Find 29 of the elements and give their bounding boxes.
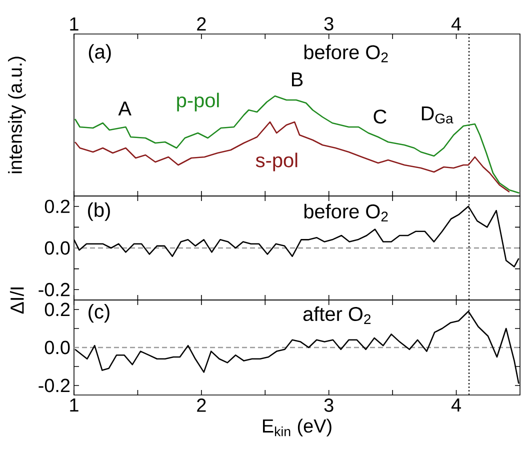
x-axis-title: E$_{kin}$ (eV)	[263, 418, 332, 436]
x-tick-label: 4	[451, 17, 461, 30]
x-tick-label: 4	[451, 398, 461, 412]
y-axis-title: intensity (a.u.)	[8, 56, 26, 174]
y-tick-label: 0.0	[44, 340, 70, 354]
series-label: p-pol	[177, 92, 219, 112]
x-tick-label: 3	[324, 398, 334, 412]
x-tick-label: 3	[324, 17, 334, 30]
y-axis-title: ΔI/I	[10, 288, 24, 314]
annotation: A	[118, 102, 132, 116]
annotation: (c)	[88, 304, 110, 323]
y-tick-label: -0.2	[38, 378, 70, 392]
annotation: before O$_{2}$	[304, 204, 388, 222]
text: before O$_{2}$	[304, 44, 388, 62]
text: (a)	[88, 44, 111, 63]
y-tick-label: -0.2	[38, 282, 70, 296]
y-tick-label: 0.2	[44, 200, 70, 214]
x-tick-label: 1	[70, 398, 78, 412]
x-tick-label: 2	[197, 17, 206, 30]
annotation: after O$_{2}$	[303, 306, 371, 324]
x-tick-label: 1	[70, 17, 78, 30]
text: B	[292, 72, 303, 86]
annotation: D$_{Ga}$	[422, 106, 454, 124]
annotation: C	[374, 110, 386, 124]
x-tick-label: 2	[197, 398, 206, 412]
series-label: s-pol	[256, 152, 298, 172]
y-tick-label: 0.0	[44, 241, 70, 255]
y-tick-label: 0.2	[44, 302, 70, 316]
annotation: (b)	[88, 202, 110, 221]
